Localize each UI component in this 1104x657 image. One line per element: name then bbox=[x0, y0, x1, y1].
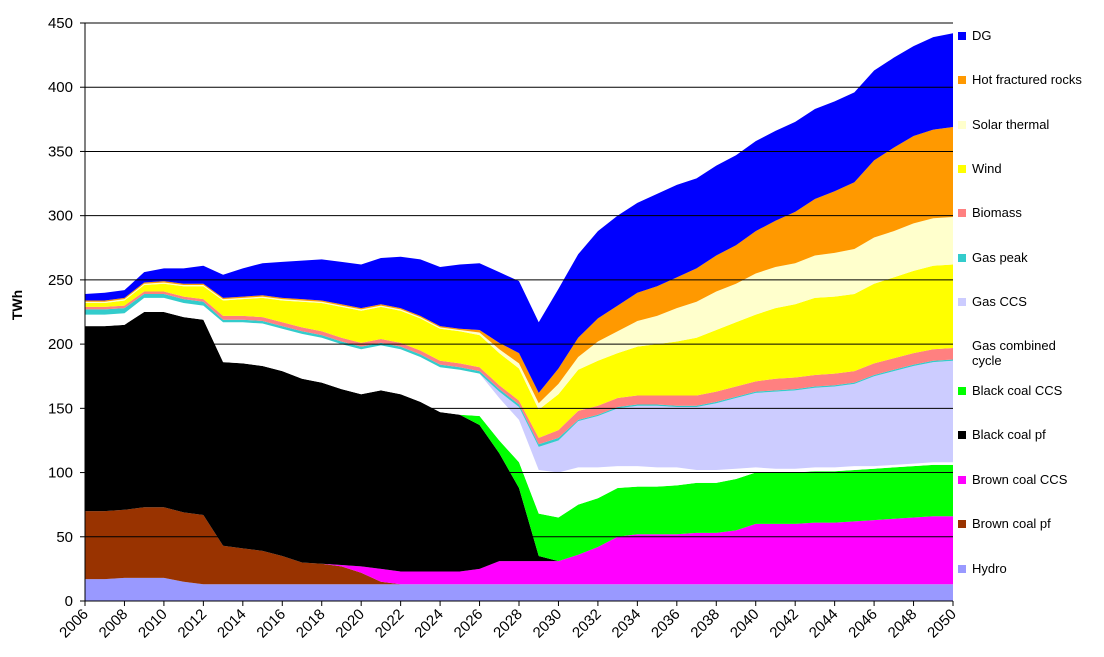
area bbox=[85, 127, 953, 404]
x-tick-label: 2040 bbox=[727, 606, 763, 642]
legend-swatch bbox=[958, 165, 966, 173]
legend-item: Hot fractured rocks bbox=[958, 72, 1082, 87]
area bbox=[85, 297, 953, 518]
y-tick-label: 100 bbox=[48, 465, 73, 482]
legend-label: Brown coal CCS bbox=[972, 472, 1068, 487]
y-axis-label: TWh bbox=[9, 290, 25, 320]
x-tick-label: 2012 bbox=[175, 606, 211, 642]
y-tick-label: 50 bbox=[56, 529, 73, 546]
legend-swatch bbox=[958, 76, 966, 84]
y-tick-label: 300 bbox=[48, 208, 73, 225]
area bbox=[85, 291, 953, 445]
legend-item: Gas combined cycle bbox=[957, 338, 1072, 368]
legend-swatch bbox=[958, 520, 966, 528]
y-tick-label: 200 bbox=[48, 336, 73, 353]
area bbox=[85, 33, 953, 393]
y-tick-label: 400 bbox=[48, 79, 73, 96]
y-tick-label: 150 bbox=[48, 400, 73, 417]
legend-label: Black coal CCS bbox=[972, 383, 1063, 398]
legend-swatch bbox=[958, 387, 966, 395]
legend-swatch bbox=[957, 341, 967, 351]
legend-swatch bbox=[958, 431, 966, 439]
x-tick-label: 2042 bbox=[766, 606, 802, 642]
legend-label: Gas CCS bbox=[972, 294, 1027, 309]
area bbox=[85, 507, 953, 585]
legend-swatch bbox=[958, 254, 966, 262]
x-tick-label: 2050 bbox=[924, 606, 960, 642]
area bbox=[85, 312, 953, 572]
legend-item: Gas CCS bbox=[958, 294, 1027, 309]
y-tick-label: 450 bbox=[48, 15, 73, 32]
x-tick-label: 2034 bbox=[609, 606, 645, 642]
legend-label: Biomass bbox=[972, 205, 1022, 220]
area bbox=[85, 294, 953, 447]
x-tick-label: 2014 bbox=[214, 606, 250, 642]
legend-label: Gas combined cycle bbox=[972, 338, 1056, 368]
x-tick-label: 2018 bbox=[293, 606, 329, 642]
legend-label: Gas peak bbox=[972, 250, 1028, 265]
x-tick-label: 2030 bbox=[530, 606, 566, 642]
legend-item: DG bbox=[958, 28, 992, 43]
y-tick-label: 350 bbox=[48, 143, 73, 160]
x-tick-label: 2010 bbox=[135, 606, 171, 642]
x-tick-label: 2028 bbox=[490, 606, 526, 642]
x-tick-label: 2044 bbox=[806, 606, 842, 642]
legend-label: Hot fractured rocks bbox=[972, 72, 1082, 87]
legend-item: Gas peak bbox=[958, 250, 1028, 265]
x-tick-label: 2020 bbox=[332, 606, 368, 642]
x-tick-label: 2024 bbox=[411, 606, 447, 642]
legend-swatch bbox=[958, 209, 966, 217]
areas bbox=[85, 33, 953, 601]
area bbox=[85, 312, 953, 562]
legend-item: Hydro bbox=[958, 561, 1007, 576]
legend-swatch bbox=[958, 121, 966, 129]
y-tick-label: 250 bbox=[48, 272, 73, 289]
legend-item: Brown coal pf bbox=[958, 516, 1051, 531]
area bbox=[85, 577, 953, 601]
x-tick-label: 2048 bbox=[885, 606, 921, 642]
x-tick-label: 2046 bbox=[845, 606, 881, 642]
legend-label: Black coal pf bbox=[972, 427, 1046, 442]
legend-item: Brown coal CCS bbox=[958, 472, 1067, 487]
legend-label: Brown coal pf bbox=[972, 516, 1051, 531]
x-tick-label: 2008 bbox=[96, 606, 132, 642]
legend-label: DG bbox=[972, 28, 992, 43]
area bbox=[85, 297, 953, 473]
area bbox=[85, 507, 953, 585]
legend-item: Black coal pf bbox=[958, 427, 1046, 442]
x-tick-label: 2036 bbox=[648, 606, 684, 642]
x-tick-label: 2026 bbox=[451, 606, 487, 642]
y-tick-label: 0 bbox=[65, 593, 73, 610]
legend-swatch bbox=[958, 565, 966, 573]
legend-label: Solar thermal bbox=[972, 117, 1050, 132]
legend-item: Solar thermal bbox=[958, 117, 1049, 132]
legend-item: Biomass bbox=[958, 205, 1022, 220]
legend-swatch bbox=[958, 476, 966, 484]
x-tick-label: 2032 bbox=[569, 606, 605, 642]
x-tick-label: 2022 bbox=[372, 606, 408, 642]
x-tick-label: 2038 bbox=[687, 606, 723, 642]
x-tick-label: 2016 bbox=[253, 606, 289, 642]
legend-swatch bbox=[958, 32, 966, 40]
legend-label: Hydro bbox=[972, 561, 1007, 576]
x-tick-label: 2006 bbox=[56, 606, 92, 642]
legend-item: Black coal CCS bbox=[958, 383, 1062, 398]
area bbox=[85, 264, 953, 438]
legend-swatch bbox=[958, 298, 966, 306]
legend-item: Wind bbox=[958, 161, 1002, 176]
legend-label: Wind bbox=[972, 161, 1002, 176]
